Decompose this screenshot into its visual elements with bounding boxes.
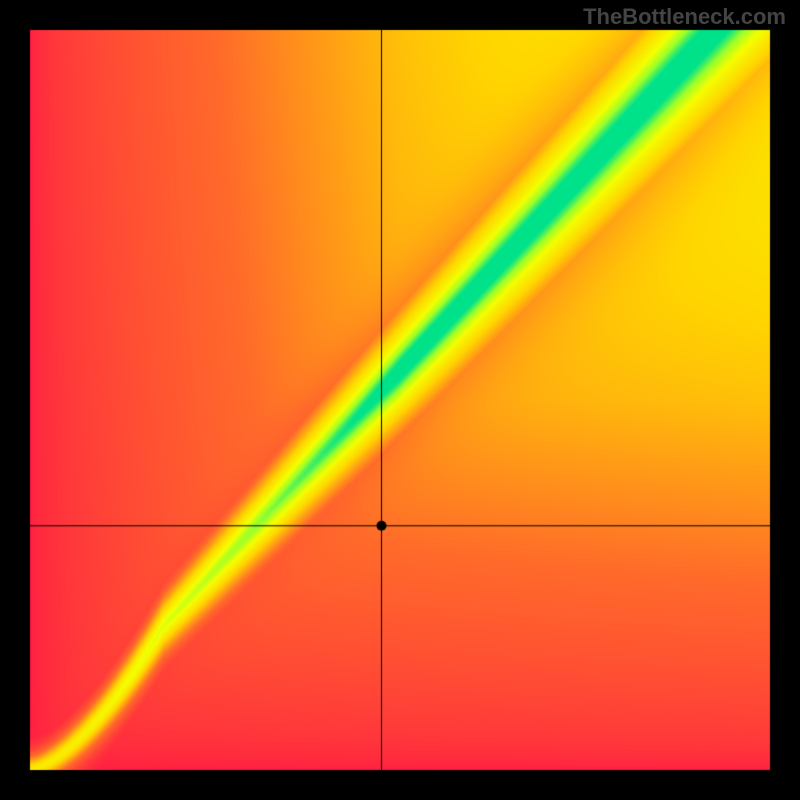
- watermark-text: TheBottleneck.com: [583, 4, 786, 30]
- bottleneck-heatmap: [0, 0, 800, 800]
